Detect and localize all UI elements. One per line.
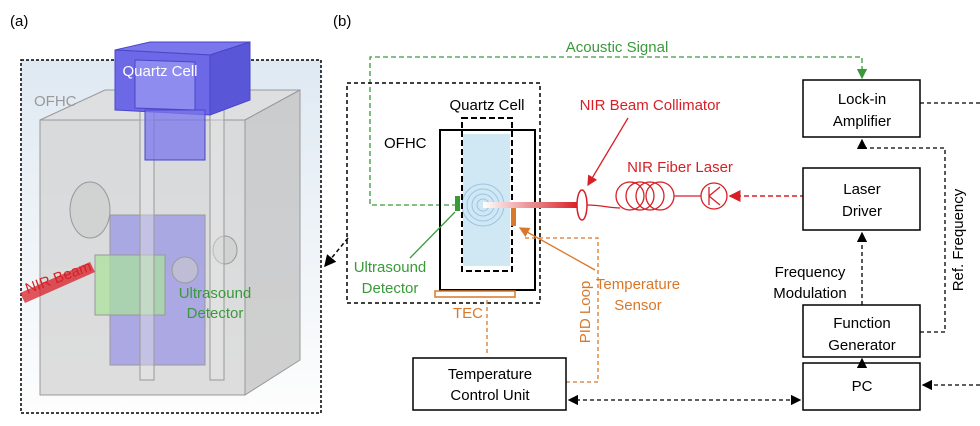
label: Ultrasound (179, 285, 252, 302)
label: Ultrasound (354, 259, 427, 276)
fiber-coil (587, 182, 727, 210)
label: PC (852, 378, 873, 395)
label: Ref. Frequency (950, 188, 967, 291)
pointer (588, 118, 628, 185)
label: Control Unit (450, 387, 530, 404)
label: NIR Beam Collimator (580, 97, 721, 114)
label: TEC (453, 305, 483, 322)
label: Amplifier (833, 113, 891, 130)
label: OFHC (384, 135, 427, 152)
label: Detector (362, 280, 419, 297)
label: Temperature (448, 366, 532, 383)
pointer (520, 228, 595, 270)
label: OFHC (34, 93, 77, 110)
beam (483, 202, 578, 208)
collimator (577, 190, 587, 220)
label: Function (833, 315, 891, 332)
label: Quartz Cell (449, 97, 524, 114)
tec (435, 291, 515, 297)
diagram: (a) Quartz Cell OFHC NIR Beam Ultrasound… (0, 0, 980, 421)
pointer (410, 212, 455, 258)
panel-tag: (b) (333, 13, 351, 30)
sensor (511, 208, 516, 226)
label: Generator (828, 337, 896, 354)
label: PID Loop (577, 281, 594, 344)
detector (455, 196, 460, 211)
label: Detector (187, 305, 244, 322)
panel-tag: (a) (10, 13, 28, 30)
label: Driver (842, 203, 882, 220)
label: Frequency (775, 264, 846, 281)
label: Acoustic Signal (566, 39, 669, 56)
label: NIR Fiber Laser (627, 159, 733, 176)
label: Temperature (596, 276, 680, 293)
label: Lock-in (838, 91, 886, 108)
label: Sensor (614, 297, 662, 314)
label: Quartz Cell (122, 63, 197, 80)
label: Modulation (773, 285, 846, 302)
label: Laser (843, 181, 881, 198)
zoom-arrow (325, 238, 348, 266)
